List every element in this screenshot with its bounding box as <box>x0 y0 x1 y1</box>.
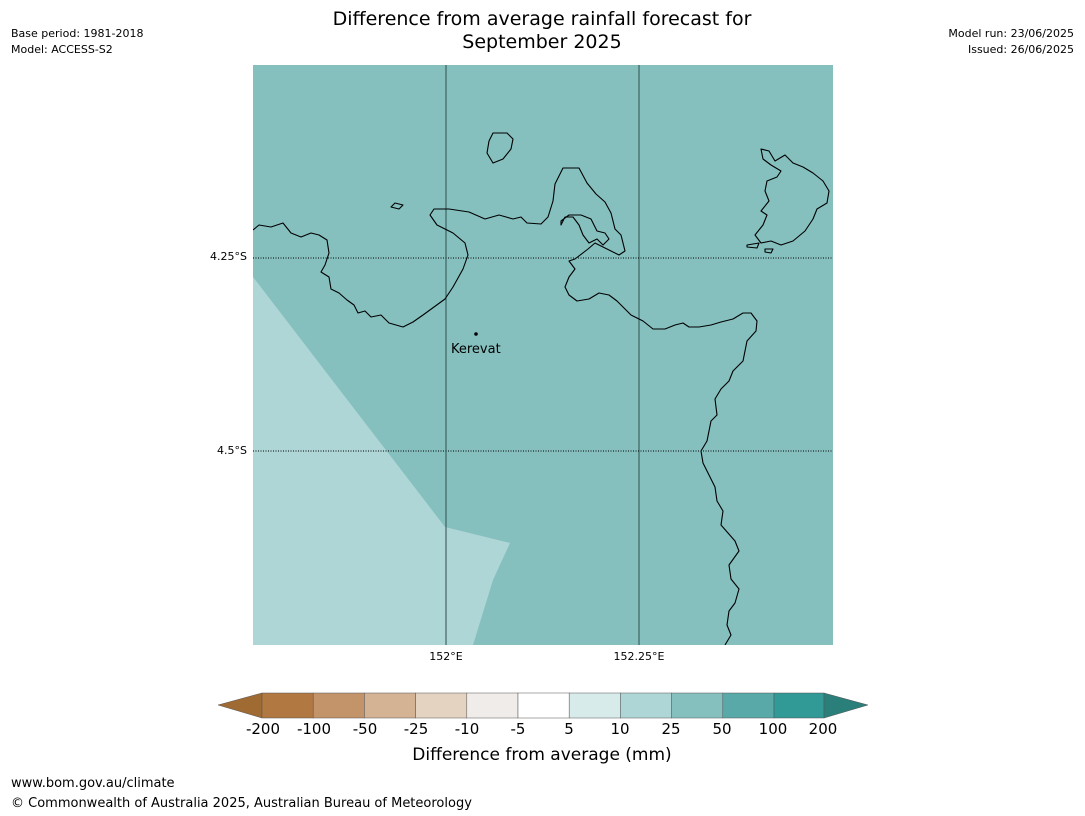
lon-label-152-25: 152.25°E <box>613 650 665 663</box>
title-line-1: Difference from average rainfall forecas… <box>332 8 752 30</box>
colorbar-extend-low <box>217 692 263 719</box>
colorbar-tick-label: 50 <box>712 720 732 738</box>
duke-of-york-islands <box>754 148 830 246</box>
colorbar-segment <box>620 692 672 719</box>
colorbar-segment <box>261 692 314 719</box>
colorbar-tick-label: -5 <box>510 720 526 738</box>
title-line-2: September 2025 <box>462 31 622 53</box>
colorbar-tick-label: 5 <box>564 720 574 738</box>
base-period-text: Base period: 1981-2018 <box>11 27 144 40</box>
colorbar-tick-label: -50 <box>352 720 378 738</box>
lat-label-4-25: 4.25°S <box>210 250 247 263</box>
model-info: Base period: 1981-2018 Model: ACCESS-S2 <box>11 26 143 58</box>
colorbar-segment <box>312 692 365 719</box>
colorbar-segment <box>773 692 825 719</box>
coastline <box>253 132 830 645</box>
colorbar-title: Difference from average (mm) <box>412 745 672 765</box>
model-text: Model: ACCESS-S2 <box>11 43 113 56</box>
colorbar-tick-label: 10 <box>610 720 630 738</box>
colorbar-segment <box>415 692 468 719</box>
colorbar-tick-label: -10 <box>454 720 480 738</box>
colorbar-tick-label: -100 <box>296 720 332 738</box>
colorbar-tick-label: 100 <box>758 720 788 738</box>
islet-north <box>390 202 404 210</box>
islet-east-2 <box>764 248 774 254</box>
colorbar-segment <box>466 692 519 719</box>
colorbar-extend-high <box>823 692 869 719</box>
map-title: Difference from average rainfall forecas… <box>242 8 842 54</box>
lon-label-152: 152°E <box>429 650 463 663</box>
colorbar-segment <box>722 692 775 719</box>
watom-island <box>486 132 514 164</box>
islet-east-1 <box>746 242 760 249</box>
rainfall-map[interactable] <box>253 65 833 645</box>
coastline-main <box>253 167 758 645</box>
colorbar-tick-label: -25 <box>403 720 429 738</box>
colorbar-tick-label: -200 <box>245 720 281 738</box>
run-info: Model run: 23/06/2025 Issued: 26/06/2025 <box>948 26 1074 58</box>
colorbar-tick-label: 25 <box>661 720 681 738</box>
place-label-kerevat: Kerevat <box>451 342 501 357</box>
colorbar-segment <box>568 692 621 719</box>
colorbar-segment <box>671 692 724 719</box>
issued-text: Issued: 26/06/2025 <box>967 43 1074 56</box>
colorbar-segment <box>364 692 416 719</box>
footer-url[interactable]: www.bom.gov.au/climate <box>11 776 175 791</box>
model-run-text: Model run: 23/06/2025 <box>948 27 1074 40</box>
lat-label-4-5: 4.5°S <box>217 444 247 457</box>
colorbar-segment <box>517 692 570 719</box>
coastline-inner-bay <box>560 214 610 246</box>
colorbar-tick-label: 200 <box>808 720 838 738</box>
footer-copyright: © Commonwealth of Australia 2025, Austra… <box>11 796 472 811</box>
map-canvas <box>253 65 833 645</box>
kerevat-marker <box>474 332 478 336</box>
colorbar <box>217 692 869 719</box>
